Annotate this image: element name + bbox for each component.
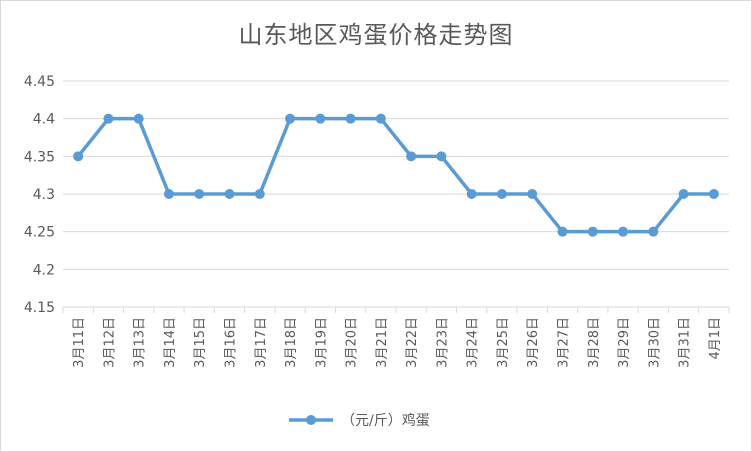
data-point xyxy=(648,226,659,237)
x-tick-label: 3月13日 xyxy=(133,317,148,368)
x-tick-label: 3月11日 xyxy=(72,317,87,368)
data-point xyxy=(73,151,84,162)
data-point xyxy=(466,189,477,199)
x-tick-label: 3月22日 xyxy=(405,317,420,368)
data-point xyxy=(133,113,144,124)
x-tick-label: 3月23日 xyxy=(435,317,450,368)
x-tick-label: 3月18日 xyxy=(284,317,299,368)
x-tick-label: 3月24日 xyxy=(466,317,481,368)
data-point xyxy=(345,113,356,124)
x-tick-label: 3月25日 xyxy=(496,317,511,368)
x-tick-label: 3月29日 xyxy=(617,317,632,368)
series-line xyxy=(76,116,714,234)
legend-swatch-marker xyxy=(306,415,316,425)
data-point xyxy=(103,113,114,124)
data-point xyxy=(224,189,235,199)
data-point xyxy=(163,189,174,199)
y-tick-label: 4.35 xyxy=(24,149,55,165)
x-tick-label: 3月12日 xyxy=(102,317,117,368)
data-point xyxy=(587,226,598,237)
data-point xyxy=(194,189,205,199)
data-point xyxy=(678,189,689,199)
data-point xyxy=(285,113,296,124)
data-point xyxy=(406,151,417,162)
data-point xyxy=(557,226,568,237)
data-point xyxy=(496,189,507,199)
x-tick-label: 3月28日 xyxy=(587,317,602,368)
chart-title: 山东地区鸡蛋价格走势图 xyxy=(238,21,514,49)
x-tick-label: 3月20日 xyxy=(345,317,360,368)
x-tick-label: 3月31日 xyxy=(678,317,693,368)
x-tick-label: 3月17日 xyxy=(254,317,269,368)
data-point xyxy=(375,113,386,124)
y-tick-label: 4.25 xyxy=(24,225,55,241)
x-tick-label: 3月14日 xyxy=(163,317,178,368)
x-tick-label: 3月30日 xyxy=(647,317,662,368)
data-point xyxy=(618,226,629,237)
legend-label: （元/斤）鸡蛋 xyxy=(341,412,430,429)
x-tick-label: 3月15日 xyxy=(193,317,208,368)
y-tick-label: 4.4 xyxy=(33,112,55,128)
x-tick-label: 4月1日 xyxy=(708,317,723,360)
data-point xyxy=(315,113,326,124)
y-tick-label: 4.3 xyxy=(33,187,55,203)
x-tick-label: 3月27日 xyxy=(557,317,572,368)
data-point xyxy=(708,189,719,199)
data-point xyxy=(254,189,265,199)
data-point xyxy=(436,151,447,162)
x-tick-label: 3月26日 xyxy=(526,317,541,368)
x-tick-label: 3月21日 xyxy=(375,317,390,368)
y-tick-label: 4.15 xyxy=(24,300,55,316)
data-point xyxy=(527,189,538,199)
y-tick-label: 4.2 xyxy=(33,262,55,278)
y-tick-label: 4.45 xyxy=(24,74,55,90)
x-tick-label: 3月19日 xyxy=(314,317,329,368)
x-tick-label: 3月16日 xyxy=(224,317,239,368)
